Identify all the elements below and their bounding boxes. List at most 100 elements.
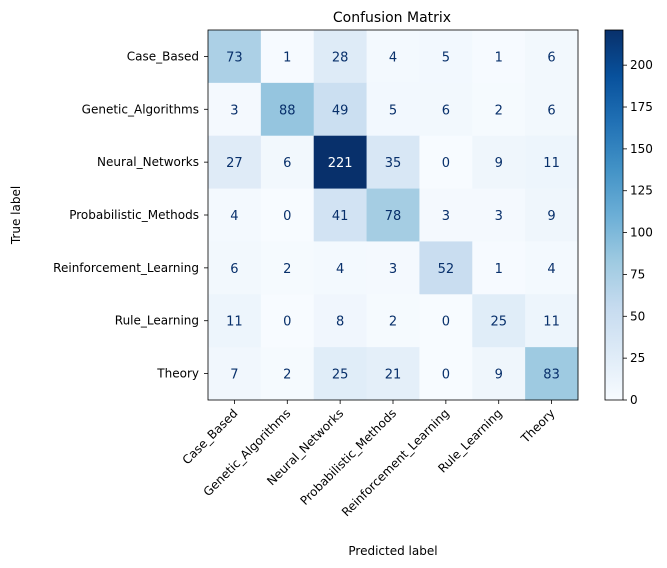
matrix-cell [366, 30, 420, 84]
cell-value-label: 2 [283, 262, 291, 277]
matrix-cell [419, 294, 473, 348]
cell-value-label: 221 [328, 156, 353, 171]
cell-value-label: 0 [442, 368, 450, 383]
cell-value-label: 9 [547, 209, 555, 224]
x-tick-label: Reinforcement_Learning [339, 406, 452, 519]
matrix-cell [472, 30, 526, 84]
colorbar-tick-label: 150 [630, 142, 653, 156]
cell-value-label: 6 [230, 262, 238, 277]
cell-value-label: 1 [283, 50, 291, 65]
matrix-cell [472, 347, 526, 401]
matrix-cell [419, 30, 473, 84]
colorbar-tick-label: 100 [630, 226, 653, 240]
matrix-cell [366, 294, 420, 348]
cell-value-label: 4 [230, 209, 238, 224]
matrix-cell [472, 82, 526, 137]
cell-value-label: 6 [547, 103, 555, 118]
matrix-cell [419, 188, 473, 242]
cell-value-label: 2 [283, 368, 291, 383]
matrix-cell [366, 82, 420, 137]
cell-value-label: 0 [283, 209, 291, 224]
matrix-cell [260, 30, 315, 84]
cell-value-label: 5 [389, 103, 397, 118]
matrix-cell [208, 347, 262, 401]
cell-value-label: 11 [226, 315, 243, 330]
colorbar-tick-label: 25 [630, 351, 645, 365]
matrix-cell [419, 135, 473, 190]
colorbar-tick-label: 175 [630, 100, 653, 114]
matrix-cell [525, 241, 579, 295]
cell-value-label: 0 [283, 315, 291, 330]
matrix-cell [419, 347, 473, 401]
colorbar-tick-label: 0 [630, 393, 638, 407]
matrix-cell [525, 294, 579, 348]
y-tick-label: Probabilistic_Methods [69, 208, 199, 222]
matrix-cell [525, 30, 579, 84]
matrix-cell [366, 241, 420, 295]
colorbar [604, 29, 624, 401]
cell-value-label: 0 [442, 156, 450, 171]
cell-value-label: 5 [442, 50, 450, 65]
matrix-cells: 73 1 28 4 5 1 63 88 49 5 6 2 627 6 221 35 0 9 114 0 41 78 3 3 96… [208, 30, 579, 401]
matrix-cell [525, 347, 579, 401]
cell-value-label: 88 [279, 103, 296, 118]
matrix-cell [208, 82, 262, 137]
x-tick-label: Genetic_Algorithms [201, 406, 294, 499]
cell-value-label: 11 [543, 315, 560, 330]
cell-value-label: 52 [438, 262, 455, 277]
matrix-cell [419, 241, 473, 295]
cell-value-label: 1 [495, 262, 503, 277]
cell-value-label: 41 [332, 209, 349, 224]
matrix-cell [525, 135, 579, 190]
cell-value-label: 49 [332, 103, 349, 118]
colorbar-tick-label: 125 [630, 184, 653, 198]
matrix-cell [313, 347, 368, 401]
colorbar-tick-label: 75 [630, 267, 645, 281]
x-axis: Case_BasedGenetic_AlgorithmsNeural_Netwo… [180, 400, 558, 519]
cell-value-label: 27 [226, 156, 243, 171]
matrix-cell [472, 135, 526, 190]
matrix-cell [313, 294, 368, 348]
cell-value-label: 73 [226, 50, 243, 65]
matrix-cell [419, 82, 473, 137]
y-tick-label: Rule_Learning [115, 314, 199, 328]
matrix-cell [313, 30, 368, 84]
cell-value-label: 35 [385, 156, 402, 171]
cell-value-label: 78 [385, 209, 402, 224]
matrix-cell [260, 135, 315, 190]
cell-value-label: 6 [283, 156, 291, 171]
colorbar-tick-label: 50 [630, 309, 645, 323]
y-axis: Case_Based Genetic_Algorithms Neural_Netwo… [53, 49, 208, 381]
matrix-cell [366, 188, 420, 242]
cell-value-label: 2 [389, 315, 397, 330]
matrix-cell [260, 294, 315, 348]
cell-value-label: 9 [495, 368, 503, 383]
cell-value-label: 28 [332, 50, 349, 65]
y-tick-label: Neural_Networks [97, 155, 199, 169]
matrix-cell [313, 241, 368, 295]
matrix-cell [313, 82, 368, 137]
cell-value-label: 9 [495, 156, 503, 171]
matrix-cell [208, 30, 262, 84]
matrix-cell [208, 241, 262, 295]
cell-value-label: 11 [543, 156, 560, 171]
cell-value-label: 3 [442, 209, 450, 224]
x-tick-label: Theory [518, 406, 558, 446]
y-tick-label: Reinforcement_Learning [53, 261, 199, 275]
matrix-cell [366, 347, 420, 401]
cell-value-label: 8 [336, 315, 344, 330]
y-tick-label: Theory [156, 367, 199, 381]
cell-value-label: 3 [230, 103, 238, 118]
matrix-cell [260, 188, 315, 242]
matrix-cell [472, 188, 526, 242]
matrix-cell [472, 294, 526, 348]
cell-value-label: 3 [389, 262, 397, 277]
cell-value-label: 25 [332, 368, 349, 383]
y-tick-label: Case_Based [127, 49, 199, 63]
chart-title: Confusion Matrix [333, 10, 451, 26]
cell-value-label: 21 [385, 368, 402, 383]
cell-value-label: 2 [495, 103, 503, 118]
y-tick-label: Genetic_Algorithms [82, 102, 199, 116]
cell-value-label: 4 [389, 50, 397, 65]
